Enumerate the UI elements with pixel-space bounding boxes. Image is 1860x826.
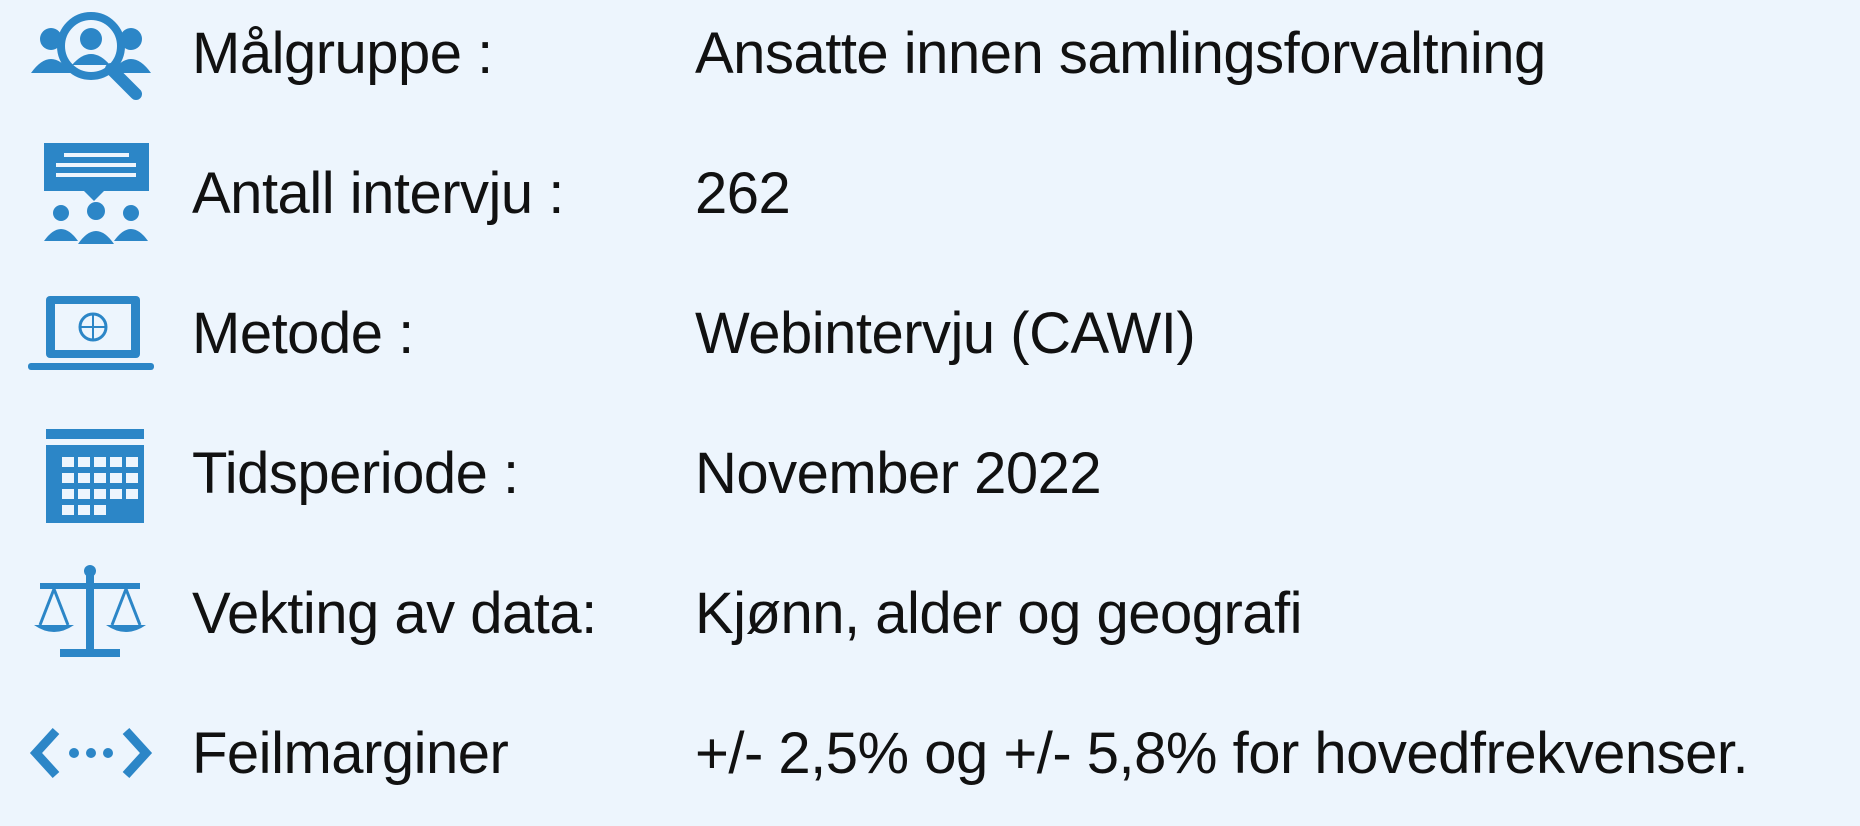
value: November 2022 <box>695 441 1102 506</box>
page: Målgruppe : Ansatte innen samlingsforval… <box>0 0 1860 786</box>
laptop-icon <box>28 296 154 370</box>
info-row: Feilmarginer +/- 2,5% og +/- 5,8% for ho… <box>0 686 1860 826</box>
value: Kjønn, alder og geografi <box>695 581 1303 646</box>
scales-icon <box>34 565 146 657</box>
info-row: Tidsperiode : November 2022 <box>0 406 1860 546</box>
label: Tidsperiode : <box>192 441 519 506</box>
label: Metode : <box>192 301 414 366</box>
value: Ansatte innen samlingsforvaltning <box>695 21 1546 86</box>
info-row: Metode : Webintervju (CAWI) <box>0 266 1860 406</box>
value: Webintervju (CAWI) <box>695 301 1196 366</box>
info-row: Målgruppe : Ansatte innen samlingsforval… <box>0 0 1860 126</box>
label: Målgruppe : <box>192 21 493 86</box>
calendar-icon <box>46 429 144 523</box>
label: Antall intervju : <box>192 161 564 226</box>
value: 262 <box>695 161 791 226</box>
interview-icon <box>44 143 149 244</box>
audience-icon <box>31 12 151 100</box>
value: +/- 2,5% og +/- 5,8% for hovedfrekvenser… <box>695 721 1749 786</box>
info-row: Antall intervju : 262 <box>0 126 1860 266</box>
info-row: Vekting av data: Kjønn, alder og geograf… <box>0 546 1860 686</box>
label: Vekting av data: <box>192 581 597 646</box>
label: Feilmarginer <box>192 721 509 786</box>
code-icon <box>29 727 153 779</box>
